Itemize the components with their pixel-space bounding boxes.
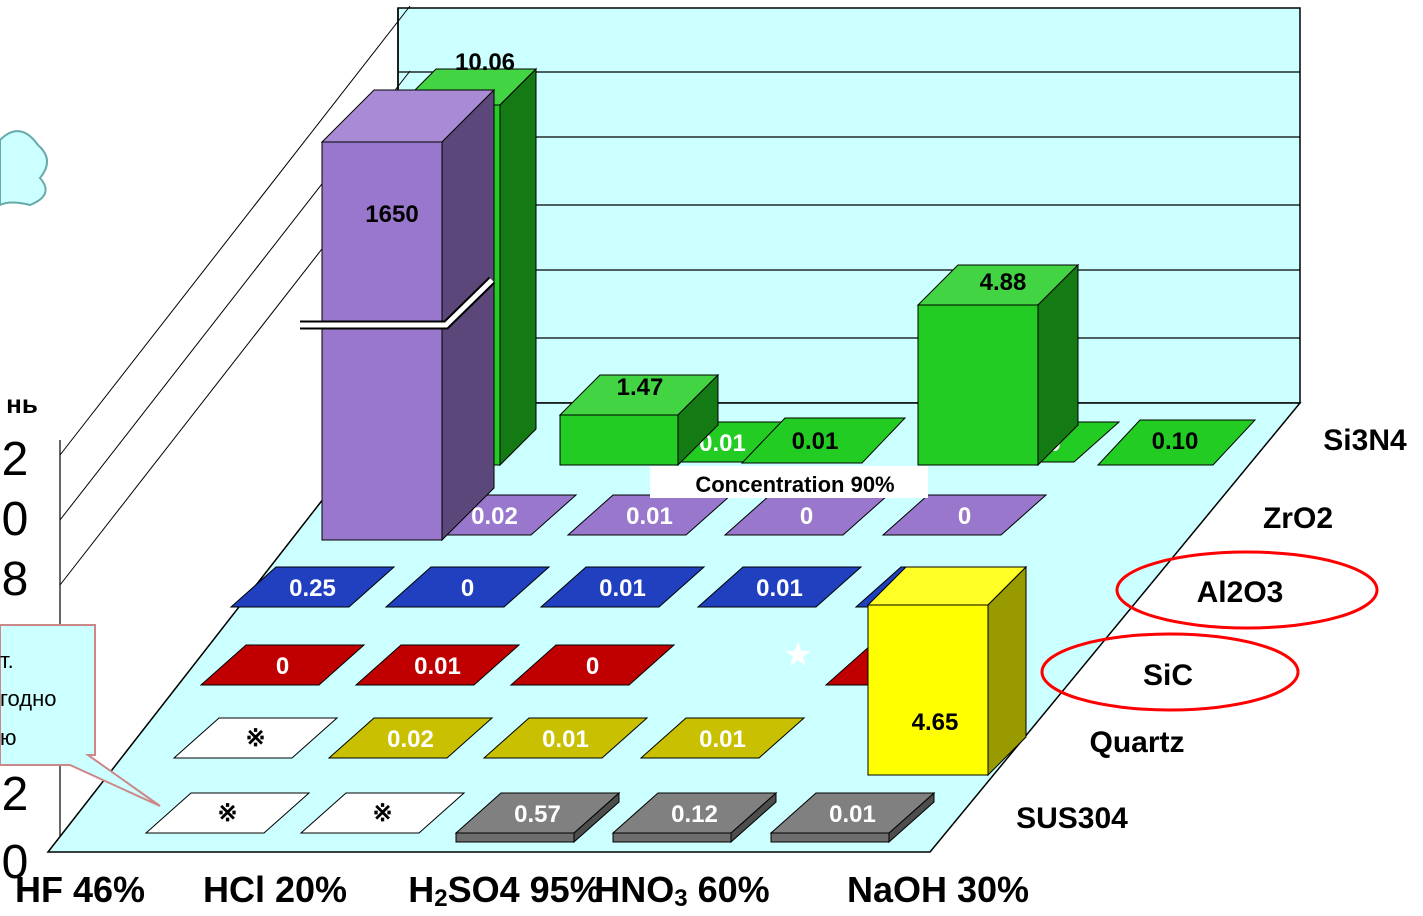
bar-si3n4-3-front bbox=[917, 304, 1039, 466]
annotation-text: Concentration 90% bbox=[695, 472, 894, 497]
data-label: 1650 bbox=[365, 201, 418, 228]
data-label: 0.57 bbox=[514, 801, 561, 828]
data-label: ※ bbox=[372, 800, 392, 827]
bar-quartz-1 bbox=[327, 717, 494, 759]
bar-sus304-1 bbox=[299, 792, 466, 834]
callout-line: т. bbox=[0, 648, 14, 673]
bar-si3n4-4 bbox=[1096, 419, 1257, 466]
axis-break bbox=[300, 278, 494, 328]
category-label-0: HF 46% bbox=[15, 869, 145, 910]
data-label: 0.02 bbox=[387, 726, 434, 753]
bar-sus304-4 bbox=[769, 792, 936, 834]
bar-sic-1 bbox=[354, 644, 521, 686]
data-label: 0.01 bbox=[756, 575, 803, 602]
bar-zro2-0-front bbox=[321, 141, 443, 541]
bar-al2o3-1 bbox=[384, 566, 551, 608]
bar-si3n4-3 bbox=[916, 263, 1080, 467]
bar-sus304-4-edge bbox=[770, 832, 890, 843]
bar-sus304-3 bbox=[611, 792, 778, 834]
data-label: 0 bbox=[461, 575, 474, 602]
data-label: 4.88 bbox=[980, 269, 1027, 296]
data-label: 0 bbox=[276, 653, 289, 680]
data-label: 0.02 bbox=[471, 503, 518, 530]
bar-zro2-0 bbox=[320, 88, 496, 542]
data-label: ※ bbox=[217, 800, 237, 827]
star-marker: ★ bbox=[783, 636, 813, 674]
bar-quartz-4-front bbox=[867, 604, 989, 776]
bar-sus304-2 bbox=[454, 792, 621, 834]
highlight-ring-al2o3 bbox=[1115, 550, 1379, 630]
series-label-al2o3: Al2O3 bbox=[1197, 576, 1284, 609]
y-axis-label: нь bbox=[6, 389, 38, 419]
y-tick-label: 0 bbox=[2, 836, 29, 889]
cloud-shape bbox=[0, 130, 48, 207]
y-tick-label: 0 bbox=[2, 493, 29, 546]
series-label-sus304: SUS304 bbox=[1016, 802, 1128, 835]
data-label: 0.01 bbox=[699, 726, 746, 753]
callout-box bbox=[0, 624, 161, 807]
bar-quartz-4 bbox=[866, 565, 1028, 777]
bar-si3n4-1-front bbox=[559, 414, 679, 466]
data-label: 0.25 bbox=[289, 575, 336, 602]
data-label: 0.10 bbox=[1152, 428, 1199, 455]
bar-sic-0 bbox=[199, 644, 366, 686]
highlight-ring-sic bbox=[1040, 632, 1300, 712]
bar-al2o3-3 bbox=[696, 566, 863, 608]
bar-al2o3-2 bbox=[539, 566, 706, 608]
series-label-zro2: ZrO2 bbox=[1263, 502, 1333, 535]
bar-quartz-0 bbox=[172, 717, 339, 759]
bar-sus304-3-edge bbox=[612, 832, 732, 843]
category-label-1: HCl 20% bbox=[203, 869, 347, 910]
category-label-2: H2SO4 95% bbox=[408, 869, 601, 912]
data-label: ※ bbox=[245, 725, 265, 752]
y-tick-label: 8 bbox=[2, 553, 29, 606]
y-tick-label: 2 bbox=[2, 768, 29, 821]
y-tick-label: 2 bbox=[2, 433, 29, 486]
data-label: 0 bbox=[800, 503, 813, 530]
callout-line: годно bbox=[0, 686, 57, 711]
bar-si3n4-2 bbox=[740, 417, 907, 464]
data-label: 0 bbox=[958, 503, 971, 530]
data-label: 10.06 bbox=[455, 49, 515, 76]
annotation-box bbox=[650, 466, 928, 498]
bar-si3n4-1 bbox=[558, 373, 720, 467]
data-label: 1.47 bbox=[617, 374, 664, 401]
data-label: 0.01 bbox=[542, 726, 589, 753]
data-label: 0.01 bbox=[829, 801, 876, 828]
category-label-3: HNO3 60% bbox=[594, 869, 769, 912]
data-label: 0.01 bbox=[414, 653, 461, 680]
bar-sus304-2-edge bbox=[455, 832, 575, 843]
data-label: 4.65 bbox=[912, 709, 959, 736]
bar-zro2-4 bbox=[881, 494, 1048, 536]
series-label-quartz: Quartz bbox=[1089, 726, 1184, 759]
bar-quartz-2 bbox=[482, 717, 649, 759]
data-label: 0.01 bbox=[626, 503, 673, 530]
series-label-si3n4: Si3N4 bbox=[1323, 424, 1407, 457]
side-gridline bbox=[59, 5, 411, 456]
bar-quartz-3 bbox=[639, 717, 806, 759]
bar-sic-2 bbox=[509, 644, 676, 686]
bar-sus304-0 bbox=[144, 792, 311, 834]
data-label: 0.12 bbox=[671, 801, 718, 828]
data-label: 0.01 bbox=[599, 575, 646, 602]
bar-al2o3-0 bbox=[229, 566, 396, 608]
data-label: 0 bbox=[586, 653, 599, 680]
series-label-sic: SiC bbox=[1143, 659, 1193, 692]
data-label: 0.01 bbox=[792, 428, 839, 455]
callout-line: ю bbox=[0, 725, 17, 750]
bar-si3n4-0-side bbox=[499, 67, 537, 467]
category-label-4: NaOH 30% bbox=[847, 869, 1029, 910]
